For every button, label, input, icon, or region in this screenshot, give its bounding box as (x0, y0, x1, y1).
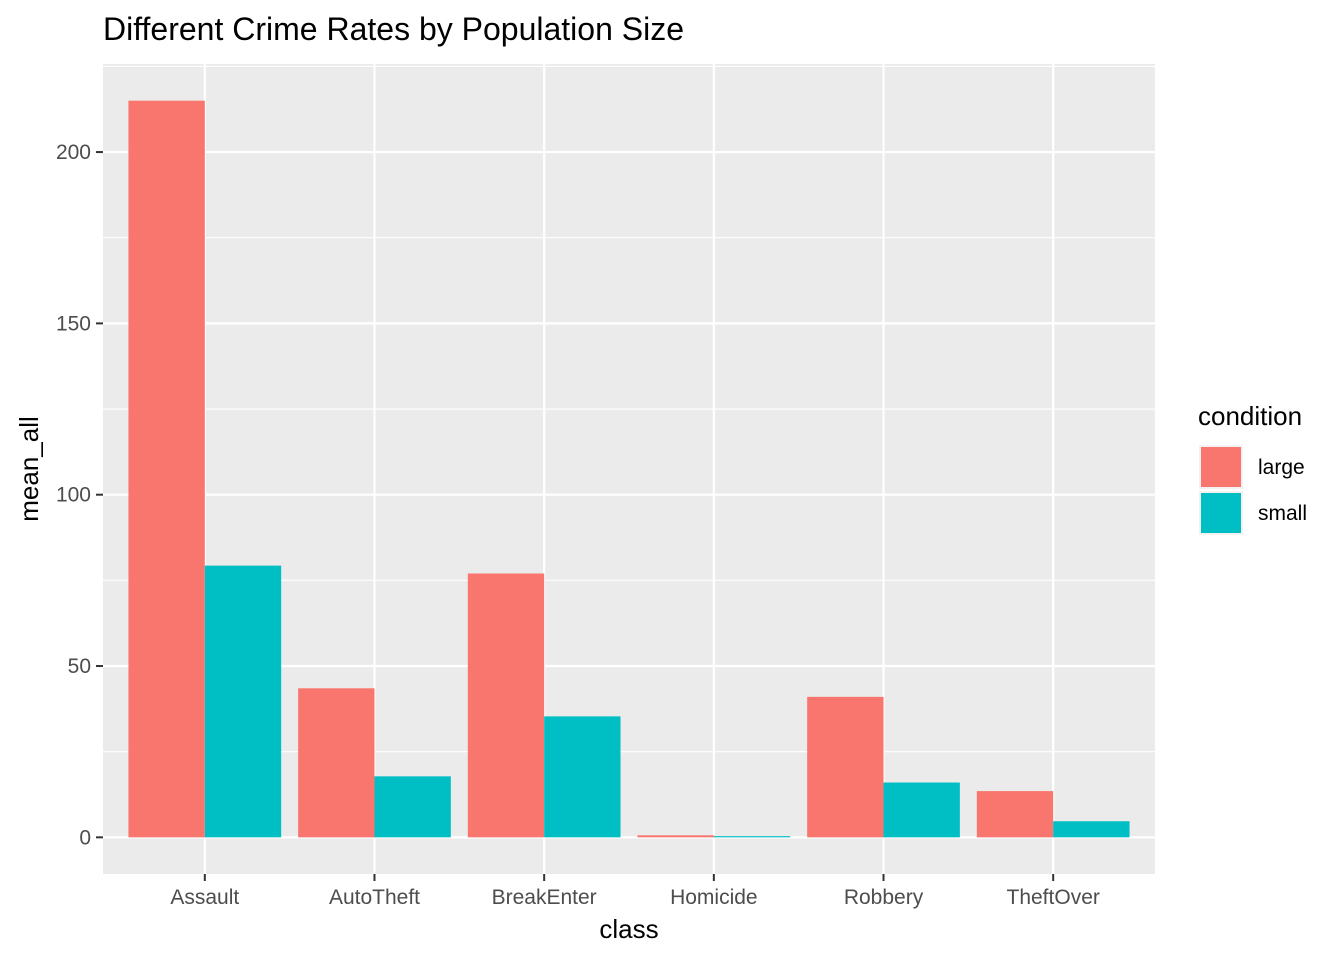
x-tick-label: Assault (170, 886, 239, 909)
bar-large-assault (128, 100, 205, 838)
bar-small-theftover (1053, 821, 1130, 838)
legend-label-large: large (1258, 456, 1305, 479)
x-axis-label: class (599, 914, 658, 944)
bar-large-robbery (807, 696, 884, 838)
bar-large-breakenter (467, 573, 545, 838)
legend-key-large (1201, 447, 1241, 487)
y-axis-label: mean_all (14, 416, 44, 522)
bar-large-theftover (976, 791, 1054, 838)
bar-small-robbery (883, 782, 960, 838)
legend: condition large small (1198, 401, 1307, 535)
y-tick-label: 150 (56, 312, 91, 335)
y-tick-label: 0 (79, 826, 91, 849)
x-tick-label: Robbery (844, 886, 924, 909)
bar-small-breakenter (544, 716, 621, 838)
x-tick-label: AutoTheft (329, 886, 420, 909)
bar-small-autotheft (374, 776, 451, 838)
x-tick-label: TheftOver (1007, 886, 1100, 909)
bars (128, 100, 1130, 838)
y-axis: 0 50 100 150 200 (56, 141, 103, 849)
bar-large-homicide (637, 835, 714, 838)
legend-title: condition (1198, 401, 1302, 431)
bar-small-homicide (713, 836, 791, 838)
x-tick-label: BreakEnter (492, 886, 597, 909)
y-tick-label: 200 (56, 141, 91, 164)
legend-label-small: small (1258, 502, 1307, 525)
bar-large-autotheft (298, 688, 375, 838)
x-axis: Assault AutoTheft BreakEnter Homicide Robber… (170, 874, 1100, 909)
y-tick-label: 100 (56, 484, 91, 507)
x-tick-label: Homicide (670, 886, 758, 909)
legend-key-small (1201, 493, 1241, 533)
chart-title: Different Crime Rates by Population Size (103, 11, 684, 47)
y-tick-label: 50 (68, 655, 91, 678)
bar-small-assault (204, 565, 282, 838)
